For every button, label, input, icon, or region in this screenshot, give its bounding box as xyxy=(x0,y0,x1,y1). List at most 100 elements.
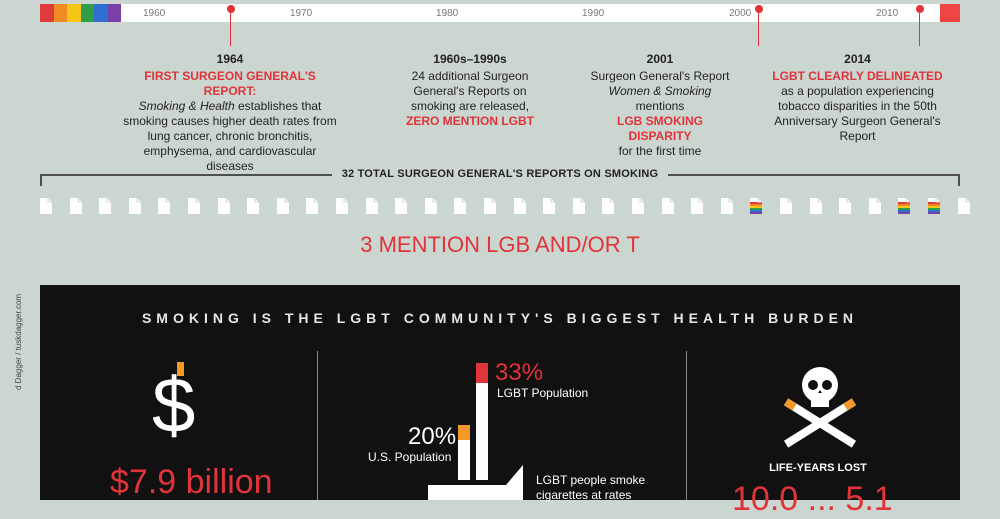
event-headline: FIRST SURGEON GENERAL'S REPORT: xyxy=(144,69,316,98)
marker-1964 xyxy=(227,5,235,13)
report-icon xyxy=(306,198,319,214)
report-icon xyxy=(720,198,733,214)
document-icon xyxy=(40,198,52,214)
report-icon xyxy=(276,198,289,214)
report-icon xyxy=(454,198,467,214)
document-icon xyxy=(750,198,763,214)
marker-2001 xyxy=(755,5,763,13)
report-icon xyxy=(69,198,82,214)
us-bar xyxy=(458,440,470,480)
life-years-label: LIFE-YEARS LOST xyxy=(769,462,867,474)
rainbow-stripe xyxy=(80,4,94,22)
document-icon xyxy=(395,198,408,214)
panel-heading: SMOKING IS THE LGBT COMMUNITY'S BIGGEST … xyxy=(141,310,859,326)
report-icon-lgbt xyxy=(750,198,763,214)
smoke-note-line-2: cigarettes at rates xyxy=(536,488,632,502)
document-icon xyxy=(691,198,704,214)
report-icon xyxy=(484,198,496,214)
document-icon xyxy=(661,198,674,214)
rainbow-stripe xyxy=(67,4,81,22)
report-icon-lgbt xyxy=(928,198,940,214)
report-icon xyxy=(868,198,881,214)
event-body: Women & Smoking mentions xyxy=(585,84,735,114)
dollar-icon: $ xyxy=(152,361,196,449)
health-burden-panel: SMOKING IS THE LGBT COMMUNITY'S BIGGEST … xyxy=(40,285,960,518)
report-title: Women & Smoking xyxy=(608,84,712,98)
document-icon xyxy=(928,198,940,214)
document-icon xyxy=(809,198,822,214)
document-icon xyxy=(69,198,82,214)
document-icon xyxy=(276,198,289,214)
document-icon xyxy=(158,198,171,214)
smoke-note-line-1: LGBT people smoke xyxy=(536,473,646,487)
event-text: Surgeon General's Report xyxy=(590,69,730,83)
document-icon xyxy=(572,198,585,214)
event-headline: ZERO MENTION LGBT xyxy=(406,114,534,128)
event-1964: 1964 FIRST SURGEON GENERAL'S REPORT: Smo… xyxy=(120,52,340,174)
report-icon xyxy=(395,198,408,214)
document-icon xyxy=(306,198,319,214)
cost-value: $7.9 billion xyxy=(110,463,273,501)
report-icon xyxy=(632,198,644,214)
document-icon xyxy=(898,198,911,214)
cigarette-ember-icon xyxy=(177,362,184,376)
divider-left xyxy=(317,351,318,500)
report-icon xyxy=(543,198,556,214)
report-icon xyxy=(602,198,615,214)
report-icon xyxy=(661,198,674,214)
document-icon xyxy=(217,198,230,214)
marker-line-2001 xyxy=(758,12,759,46)
event-text: establishes that smoking causes higher d… xyxy=(123,99,337,173)
tick-1980: 1980 xyxy=(436,8,459,19)
document-icon xyxy=(543,198,556,214)
event-text-2: mentions xyxy=(635,99,685,113)
timeline-bar: 1960 1970 1980 1990 2000 2010 xyxy=(40,4,960,22)
report-icon xyxy=(365,198,378,214)
report-icon xyxy=(513,198,526,214)
tick-2010: 2010 xyxy=(876,8,899,19)
document-icon xyxy=(957,198,970,214)
document-icon xyxy=(868,198,881,214)
report-icon xyxy=(99,198,112,214)
event-1960s-1990s: 1960s–1990s 24 additional Surgeon Genera… xyxy=(395,52,545,129)
document-icon xyxy=(424,198,437,214)
event-text: 24 additional Surgeon General's Reports … xyxy=(410,69,530,113)
lgbt-mention-count: 3 MENTION LGB AND/OR T xyxy=(360,232,640,257)
tick-1990: 1990 xyxy=(582,8,605,19)
report-icon xyxy=(217,198,230,214)
rainbow-stripe xyxy=(40,4,54,22)
tick-1960: 1960 xyxy=(143,8,166,19)
event-year: 2014 xyxy=(844,52,871,66)
report-icon xyxy=(128,198,141,214)
lgbt-label: LGBT Population xyxy=(497,386,589,400)
document-icon xyxy=(188,198,200,214)
event-2014: 2014 LGBT CLEARLY DELINEATED as a popula… xyxy=(770,52,945,144)
document-icon xyxy=(513,198,526,214)
event-headline: LGB SMOKING DISPARITY xyxy=(617,114,703,143)
us-label: U.S. Population xyxy=(368,450,452,464)
document-icon xyxy=(128,198,141,214)
marker-line-1964 xyxy=(230,12,231,46)
marker-2014 xyxy=(916,5,924,13)
document-icon xyxy=(454,198,467,214)
document-icon xyxy=(780,198,792,214)
skull-crossbones-icon xyxy=(783,367,857,448)
report-icon xyxy=(780,198,792,214)
reports-title-text: 32 TOTAL SURGEON GENERAL'S REPORTS ON SM… xyxy=(331,168,669,180)
tick-2000: 2000 xyxy=(729,8,752,19)
marker-line-2014 xyxy=(919,12,920,46)
rainbow-stripe xyxy=(107,4,121,22)
speech-pointer xyxy=(428,465,523,500)
report-title: Smoking & Health xyxy=(138,99,235,113)
rainbow-stripe xyxy=(53,4,67,22)
reports-title: 32 TOTAL SURGEON GENERAL'S REPORTS ON SM… xyxy=(0,168,1000,180)
lgbt-percent: 33% xyxy=(495,359,544,386)
document-icon xyxy=(336,198,348,214)
document-icon xyxy=(99,198,112,214)
event-headline: LGBT CLEARLY DELINEATED xyxy=(772,69,943,83)
event-year: 1960s–1990s xyxy=(433,52,507,66)
event-year: 2001 xyxy=(646,52,674,66)
timeline-end-marker xyxy=(940,4,960,22)
report-icon xyxy=(957,198,970,214)
smoke-note: LGBT people smoke cigarettes at rates xyxy=(536,473,645,503)
